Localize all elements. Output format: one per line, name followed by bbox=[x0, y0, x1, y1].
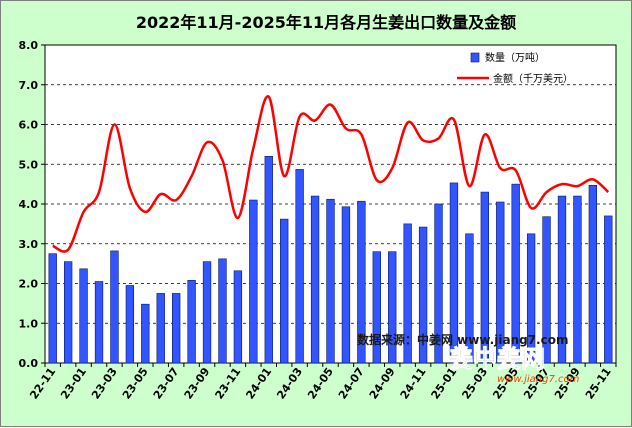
bar-quantity bbox=[573, 195, 582, 364]
x-tick-label: 23-01 bbox=[58, 365, 89, 401]
bar-quantity bbox=[79, 268, 88, 364]
y-tick-label: 2.0 bbox=[19, 278, 39, 291]
bar-quantity bbox=[187, 280, 196, 364]
y-tick-label: 8.0 bbox=[19, 39, 39, 52]
x-tick-label: 24-03 bbox=[274, 365, 305, 401]
x-tick-label: 24-11 bbox=[398, 365, 429, 401]
bar-quantity bbox=[264, 156, 273, 364]
bar-quantity bbox=[542, 216, 551, 364]
y-tick-label: 5.0 bbox=[19, 158, 39, 171]
bar-quantity bbox=[125, 285, 135, 364]
y-tick-label: 3.0 bbox=[19, 238, 39, 251]
x-tick-label: 24-05 bbox=[305, 365, 336, 401]
y-tick-label: 6.0 bbox=[19, 119, 39, 132]
x-tick-label: 23-07 bbox=[151, 365, 182, 401]
bar-quantity bbox=[557, 195, 567, 364]
bar-quantity bbox=[310, 195, 320, 364]
bar-quantity bbox=[63, 261, 73, 364]
y-tick-label: 4.0 bbox=[19, 198, 39, 211]
y-tick-label: 0.0 bbox=[19, 357, 39, 370]
bar-quantity bbox=[357, 200, 366, 364]
bar-quantity bbox=[388, 251, 397, 364]
bar-quantity bbox=[141, 303, 150, 364]
bar-series bbox=[48, 156, 613, 364]
watermark-url: www.jiang7.com bbox=[497, 374, 580, 385]
bar-quantity bbox=[372, 251, 381, 364]
bar-quantity bbox=[172, 293, 181, 364]
legend-swatch-quantity bbox=[470, 52, 480, 63]
x-tick-label: 22-11 bbox=[27, 365, 58, 401]
x-tick-label: 24-07 bbox=[336, 365, 367, 401]
x-tick-label: 24-09 bbox=[367, 365, 398, 401]
y-tick-label: 1.0 bbox=[19, 317, 39, 330]
bar-quantity bbox=[341, 206, 351, 364]
bar-quantity bbox=[202, 261, 212, 364]
x-tick-label: 24-01 bbox=[243, 365, 274, 401]
data-source-annotation: 数据来源：中姜网 www.jiang7.com bbox=[357, 332, 568, 347]
bar-quantity bbox=[326, 198, 335, 364]
x-tick-label: 25-11 bbox=[583, 365, 614, 401]
bar-quantity bbox=[434, 203, 443, 364]
legend-label-amount: 金额（千万美元） bbox=[493, 72, 573, 85]
bar-quantity bbox=[110, 250, 119, 364]
watermark-logo: 姜中姜网 www.jiang7.com bbox=[449, 345, 580, 385]
bar-quantity bbox=[233, 270, 243, 364]
bar-quantity bbox=[156, 293, 165, 364]
bar-quantity bbox=[403, 223, 412, 364]
chart-title: 2022年11月-2025年11月各月生姜出口数量及金额 bbox=[136, 13, 516, 32]
legend: 数量（万吨） 金额（千万美元） bbox=[457, 51, 573, 85]
bar-quantity bbox=[295, 169, 304, 364]
x-tick-label: 23-05 bbox=[120, 365, 151, 401]
bar-quantity bbox=[526, 233, 536, 364]
bar-quantity bbox=[249, 199, 258, 364]
bar-quantity bbox=[449, 182, 459, 364]
bar-quantity bbox=[218, 258, 227, 364]
gridlines bbox=[45, 84, 616, 324]
x-tick-label: 23-11 bbox=[213, 365, 244, 401]
bar-quantity bbox=[465, 233, 474, 364]
watermark-logo-text: 姜中姜网 bbox=[449, 345, 545, 373]
bar-quantity bbox=[48, 253, 57, 364]
bar-quantity bbox=[588, 185, 598, 364]
x-tick-label: 23-03 bbox=[89, 365, 120, 401]
y-tick-label: 7.0 bbox=[19, 79, 39, 92]
amount-line-series bbox=[52, 95, 610, 253]
bar-quantity bbox=[280, 218, 289, 364]
y-axis: 0.0 1.0 2.0 3.0 4.0 5.0 6.0 7.0 8.0 bbox=[19, 39, 45, 370]
x-tick-label: 23-09 bbox=[182, 365, 213, 401]
bar-quantity bbox=[511, 183, 520, 364]
legend-label-quantity: 数量（万吨） bbox=[485, 51, 545, 64]
bar-quantity bbox=[496, 201, 505, 364]
bar-quantity bbox=[94, 281, 104, 364]
bar-quantity bbox=[418, 226, 428, 364]
bar-quantity bbox=[604, 215, 613, 364]
bar-quantity bbox=[480, 191, 489, 364]
